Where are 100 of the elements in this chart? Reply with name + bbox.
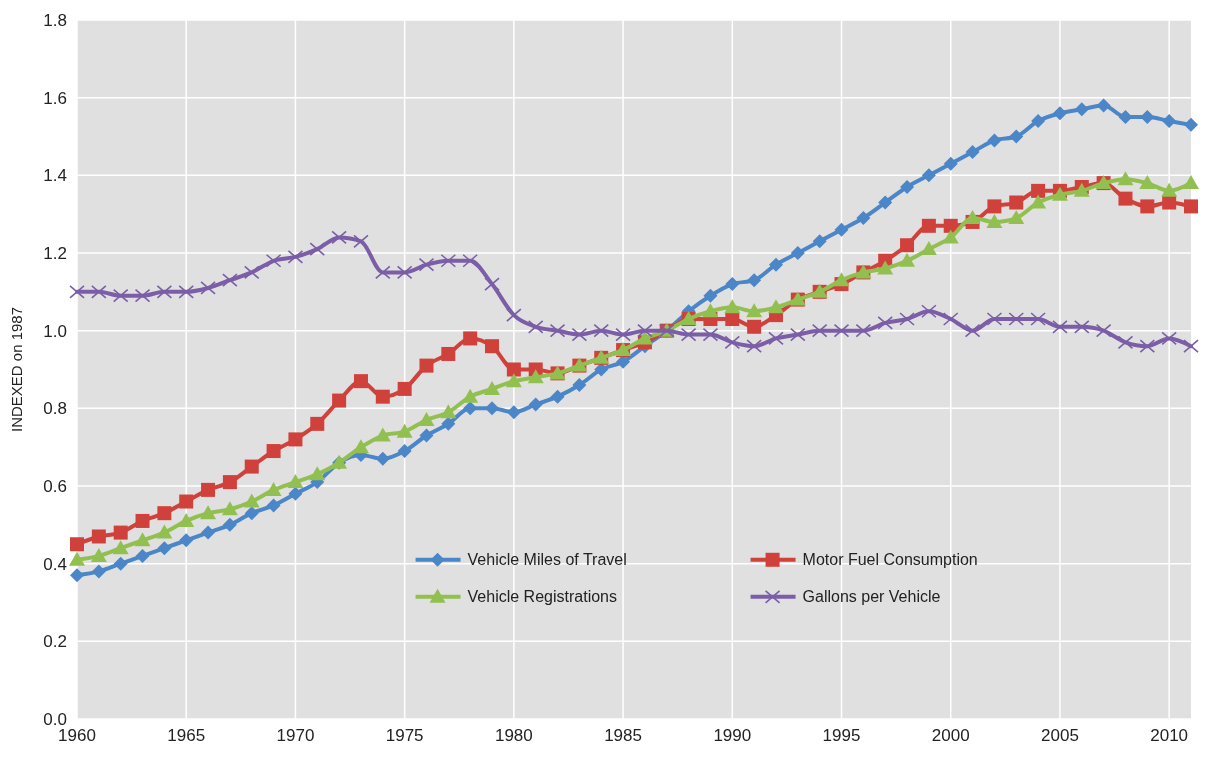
point [571, 327, 588, 342]
point [484, 277, 500, 291]
y-tick-label: 0.0 [43, 709, 67, 729]
point [112, 288, 129, 303]
point [833, 272, 850, 287]
y-tick-label: 1.8 [43, 10, 67, 30]
point [157, 541, 172, 556]
point [485, 401, 500, 416]
point [331, 230, 347, 245]
point [179, 494, 194, 509]
x-tick-label: 1995 [822, 726, 861, 745]
point [790, 327, 806, 342]
point [637, 323, 653, 338]
point [811, 323, 828, 338]
point [943, 156, 958, 171]
legend-label: Vehicle Registrations [467, 588, 617, 606]
point [1162, 195, 1177, 210]
point [1031, 113, 1046, 128]
point [134, 288, 151, 303]
point [680, 327, 697, 342]
point [527, 319, 544, 334]
point [462, 253, 478, 268]
point [485, 339, 500, 354]
point [528, 397, 543, 412]
point [506, 405, 521, 420]
y-tick-label: 0.2 [43, 632, 67, 652]
legend-label: Gallons per Vehicle [802, 588, 941, 606]
x-tick-label: 2000 [931, 726, 970, 745]
point [593, 323, 610, 338]
point [375, 265, 391, 280]
point [1161, 182, 1178, 197]
point [703, 288, 718, 303]
point [725, 312, 740, 327]
point [200, 505, 217, 520]
point [441, 346, 456, 361]
y-tick-label: 1.4 [43, 166, 67, 186]
x-tick-label: 1965 [167, 726, 206, 745]
point [287, 474, 304, 489]
point [113, 556, 128, 571]
point [1095, 323, 1112, 338]
point [353, 374, 368, 389]
y-tick-label: 0.4 [43, 554, 67, 574]
point [877, 260, 894, 275]
point [790, 246, 805, 260]
point [1183, 175, 1199, 190]
point [506, 308, 522, 322]
point [69, 285, 85, 299]
point [1073, 319, 1090, 334]
point [441, 416, 456, 431]
point [222, 517, 237, 532]
point [243, 265, 260, 280]
point [113, 525, 128, 540]
point [920, 241, 937, 256]
point [921, 168, 936, 183]
point [396, 423, 413, 438]
point [134, 532, 151, 547]
point [900, 179, 915, 194]
x-tick-label: 1970 [276, 726, 315, 745]
point [69, 551, 85, 566]
point [309, 466, 326, 481]
point [594, 362, 609, 377]
point [724, 299, 741, 314]
point [1118, 110, 1133, 125]
point [484, 380, 501, 395]
point [135, 548, 150, 563]
point [1052, 106, 1067, 121]
point [899, 252, 916, 267]
point [964, 210, 981, 225]
x-tick-label: 2010 [1150, 726, 1189, 745]
point [244, 506, 259, 521]
point [70, 537, 84, 552]
point [156, 285, 173, 299]
point [747, 319, 762, 334]
point [746, 339, 762, 353]
point [1139, 175, 1156, 190]
point [1009, 195, 1024, 210]
point [221, 501, 238, 516]
point [419, 358, 434, 373]
point [702, 327, 719, 342]
point [463, 401, 478, 416]
point [375, 389, 390, 404]
point [91, 285, 107, 299]
point [1031, 183, 1046, 198]
point [178, 512, 195, 527]
point [1096, 98, 1111, 113]
point [332, 393, 347, 408]
point [702, 303, 719, 318]
point [265, 481, 282, 496]
point [986, 312, 1003, 326]
point [986, 213, 1003, 228]
point [222, 475, 237, 490]
point [1009, 129, 1024, 144]
point [112, 540, 129, 555]
point [506, 362, 521, 377]
point [572, 378, 587, 393]
point [747, 273, 762, 288]
point [243, 493, 260, 508]
point [834, 222, 849, 237]
point [1183, 339, 1199, 353]
point [768, 257, 783, 272]
